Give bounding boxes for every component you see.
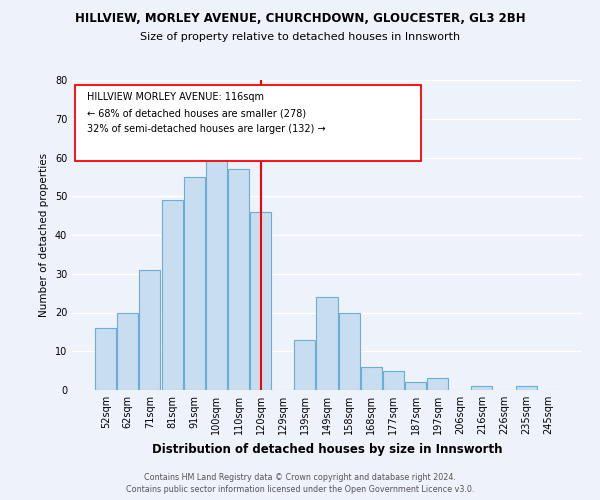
Bar xyxy=(184,177,205,390)
Bar xyxy=(383,370,404,390)
Bar xyxy=(206,146,227,390)
Bar xyxy=(295,340,316,390)
Text: HILLVIEW, MORLEY AVENUE, CHURCHDOWN, GLOUCESTER, GL3 2BH: HILLVIEW, MORLEY AVENUE, CHURCHDOWN, GLO… xyxy=(74,12,526,26)
Bar xyxy=(228,169,249,390)
Bar xyxy=(95,328,116,390)
Bar xyxy=(427,378,448,390)
Y-axis label: Number of detached properties: Number of detached properties xyxy=(39,153,49,317)
Text: Contains HM Land Registry data © Crown copyright and database right 2024.: Contains HM Land Registry data © Crown c… xyxy=(144,474,456,482)
Bar xyxy=(118,312,139,390)
Bar xyxy=(472,386,493,390)
Bar xyxy=(161,200,182,390)
Bar xyxy=(139,270,160,390)
FancyBboxPatch shape xyxy=(74,84,421,160)
Text: Size of property relative to detached houses in Innsworth: Size of property relative to detached ho… xyxy=(140,32,460,42)
Bar xyxy=(316,297,338,390)
Bar xyxy=(338,312,359,390)
Bar xyxy=(250,212,271,390)
Text: HILLVIEW MORLEY AVENUE: 116sqm
← 68% of detached houses are smaller (278)
32% of: HILLVIEW MORLEY AVENUE: 116sqm ← 68% of … xyxy=(88,92,326,134)
X-axis label: Distribution of detached houses by size in Innsworth: Distribution of detached houses by size … xyxy=(152,442,502,456)
Text: Contains public sector information licensed under the Open Government Licence v3: Contains public sector information licen… xyxy=(126,485,474,494)
Bar xyxy=(405,382,426,390)
Bar xyxy=(361,367,382,390)
Bar xyxy=(515,386,536,390)
